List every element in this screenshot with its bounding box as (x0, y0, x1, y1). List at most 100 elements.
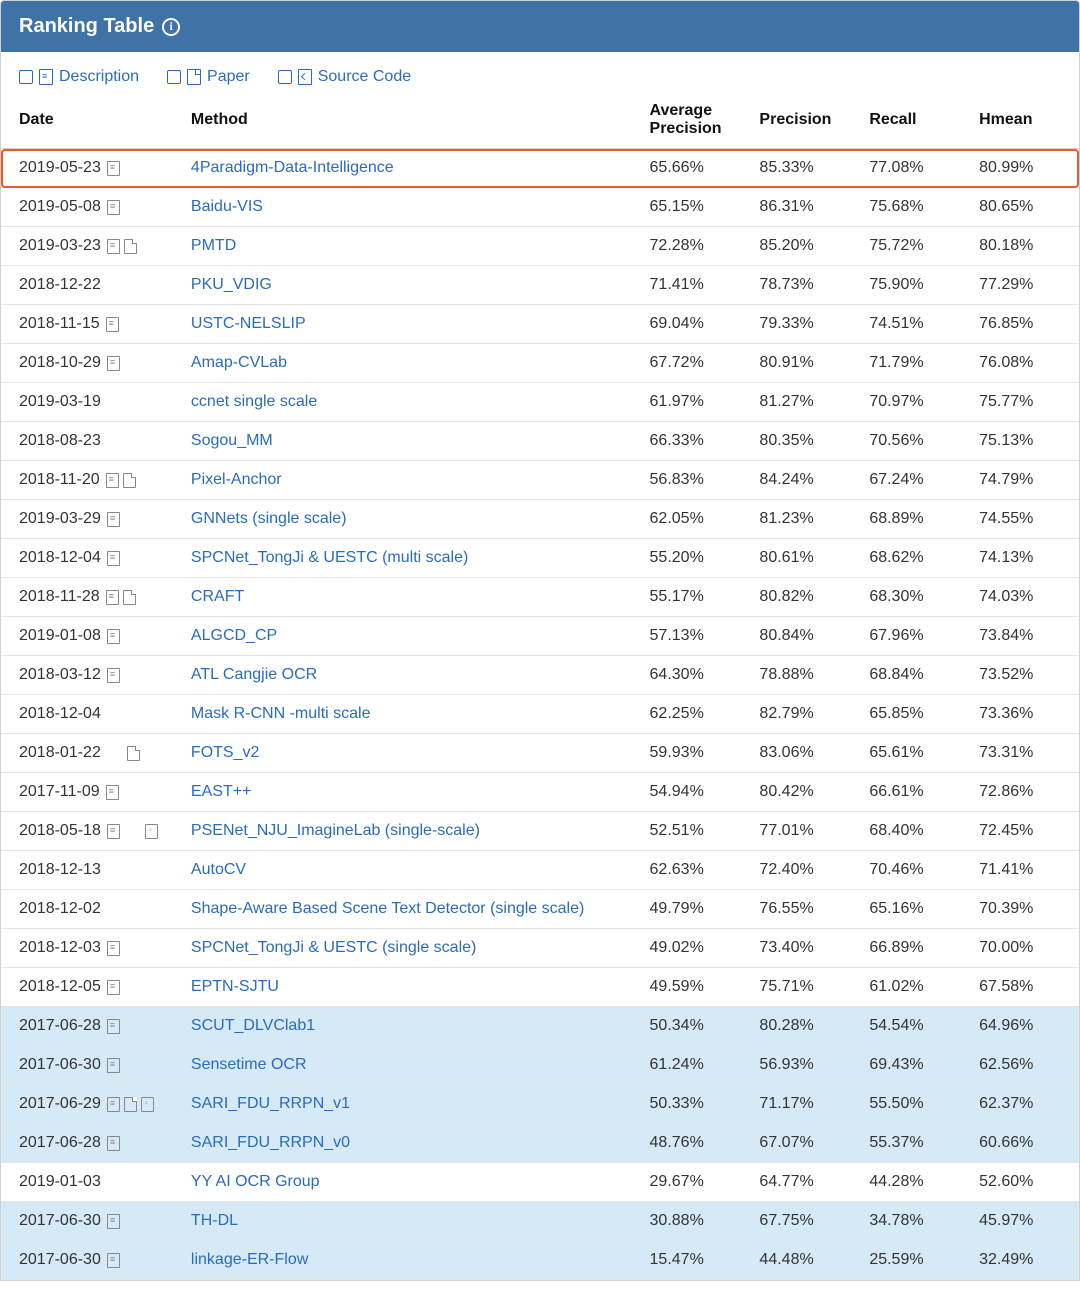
code-icon (298, 69, 312, 85)
cell-recall: 68.89% (859, 500, 969, 539)
date-text: 2018-12-05 (19, 978, 101, 996)
method-link[interactable]: YY AI OCR Group (191, 1173, 320, 1190)
checkbox-icon[interactable] (19, 70, 33, 84)
code-icon[interactable] (141, 1097, 154, 1112)
table-row: 2017-06-30linkage-ER-Flow15.47%44.48%25.… (1, 1241, 1079, 1280)
doc-icon[interactable] (106, 590, 119, 605)
checkbox-icon[interactable] (278, 70, 292, 84)
doc-icon[interactable] (107, 629, 120, 644)
doc-icon[interactable] (107, 1214, 120, 1229)
col-header-hmean[interactable]: Hmean (969, 94, 1079, 149)
doc-icon[interactable] (107, 512, 120, 527)
date-text: 2017-06-29 (19, 1095, 101, 1113)
method-link[interactable]: Shape-Aware Based Scene Text Detector (s… (191, 900, 584, 917)
method-link[interactable]: Sensetime OCR (191, 1056, 307, 1073)
cell-precision: 84.24% (749, 461, 859, 500)
doc-icon[interactable] (107, 239, 120, 254)
method-link[interactable]: EPTN-SJTU (191, 978, 279, 995)
method-link[interactable]: Amap-CVLab (191, 354, 287, 371)
doc-icon[interactable] (107, 200, 120, 215)
cell-precision: 81.23% (749, 500, 859, 539)
cell-avg_precision: 15.47% (640, 1241, 750, 1280)
method-link[interactable]: ccnet single scale (191, 393, 317, 410)
method-link[interactable]: linkage-ER-Flow (191, 1251, 308, 1268)
cell-recall: 66.89% (859, 929, 969, 968)
pdf-icon[interactable] (124, 1097, 137, 1112)
method-link[interactable]: EAST++ (191, 783, 251, 800)
doc-icon[interactable] (107, 1019, 120, 1034)
info-icon[interactable]: i (162, 18, 180, 36)
method-link[interactable]: PKU_VDIG (191, 276, 272, 293)
method-link[interactable]: 4Paradigm-Data-Intelligence (191, 159, 394, 176)
method-link[interactable]: ALGCD_CP (191, 627, 277, 644)
doc-icon[interactable] (106, 785, 119, 800)
pdf-icon[interactable] (127, 746, 140, 761)
method-link[interactable]: CRAFT (191, 588, 244, 605)
code-icon[interactable] (145, 824, 158, 839)
pdf-icon[interactable] (123, 590, 136, 605)
col-header-method[interactable]: Method (181, 94, 640, 149)
method-link[interactable]: SCUT_DLVClab1 (191, 1017, 315, 1034)
method-link[interactable]: TH-DL (191, 1212, 238, 1229)
cell-recall: 68.30% (859, 578, 969, 617)
pdf-icon[interactable] (123, 473, 136, 488)
doc-icon (39, 69, 53, 85)
table-row: 2018-11-20Pixel-Anchor56.83%84.24%67.24%… (1, 461, 1079, 500)
method-link[interactable]: USTC-NELSLIP (191, 315, 306, 332)
cell-precision: 80.35% (749, 422, 859, 461)
date-text: 2019-03-19 (19, 393, 101, 411)
doc-icon[interactable] (107, 941, 120, 956)
date-text: 2018-08-23 (19, 432, 101, 450)
cell-hmean: 75.13% (969, 422, 1079, 461)
method-link[interactable]: SPCNet_TongJi & UESTC (single scale) (191, 939, 476, 956)
col-header-recall[interactable]: Recall (859, 94, 969, 149)
doc-icon[interactable] (107, 1136, 120, 1151)
date-text: 2018-11-15 (19, 315, 100, 333)
panel-title: Ranking Table (19, 15, 154, 38)
method-link[interactable]: AutoCV (191, 861, 246, 878)
method-link[interactable]: PMTD (191, 237, 236, 254)
method-link[interactable]: ATL Cangjie OCR (191, 666, 317, 683)
method-link[interactable]: PSENet_NJU_ImagineLab (single-scale) (191, 822, 480, 839)
ranking-panel: Ranking Table i Description Paper Source C… (0, 0, 1080, 1281)
doc-icon[interactable] (106, 473, 119, 488)
checkbox-icon[interactable] (167, 70, 181, 84)
method-link[interactable]: Mask R-CNN -multi scale (191, 705, 371, 722)
method-link[interactable]: FOTS_v2 (191, 744, 259, 761)
doc-icon[interactable] (107, 824, 120, 839)
filter-paper[interactable]: Paper (167, 68, 250, 86)
col-header-avg_precision[interactable]: Average Precision (640, 94, 750, 149)
cell-recall: 77.08% (859, 149, 969, 188)
doc-icon[interactable] (107, 980, 120, 995)
doc-icon[interactable] (107, 356, 120, 371)
method-link[interactable]: SPCNet_TongJi & UESTC (multi scale) (191, 549, 468, 566)
method-link[interactable]: Pixel-Anchor (191, 471, 282, 488)
cell-hmean: 74.55% (969, 500, 1079, 539)
row-icons (107, 980, 120, 995)
doc-icon[interactable] (107, 1058, 120, 1073)
method-link[interactable]: GNNets (single scale) (191, 510, 347, 527)
doc-icon[interactable] (107, 1253, 120, 1268)
doc-icon[interactable] (107, 161, 120, 176)
method-link[interactable]: Sogou_MM (191, 432, 273, 449)
date-cell: 2019-01-03 (19, 1173, 171, 1191)
col-header-date[interactable]: Date (1, 94, 181, 149)
cell-precision: 76.55% (749, 890, 859, 929)
cell-recall: 66.61% (859, 773, 969, 812)
filter-description[interactable]: Description (19, 68, 139, 86)
col-header-precision[interactable]: Precision (749, 94, 859, 149)
row-icons (107, 161, 120, 176)
pdf-icon[interactable] (124, 239, 137, 254)
doc-icon[interactable] (107, 551, 120, 566)
doc-icon[interactable] (107, 1097, 120, 1112)
doc-icon[interactable] (107, 668, 120, 683)
cell-hmean: 62.37% (969, 1085, 1079, 1124)
method-link[interactable]: SARI_FDU_RRPN_v1 (191, 1095, 350, 1112)
cell-recall: 55.50% (859, 1085, 969, 1124)
table-row: 2017-06-28SARI_FDU_RRPN_v048.76%67.07%55… (1, 1124, 1079, 1163)
method-link[interactable]: SARI_FDU_RRPN_v0 (191, 1134, 350, 1151)
doc-icon[interactable] (106, 317, 119, 332)
method-link[interactable]: Baidu-VIS (191, 198, 263, 215)
filter-source-code[interactable]: Source Code (278, 68, 411, 86)
cell-hmean: 73.84% (969, 617, 1079, 656)
